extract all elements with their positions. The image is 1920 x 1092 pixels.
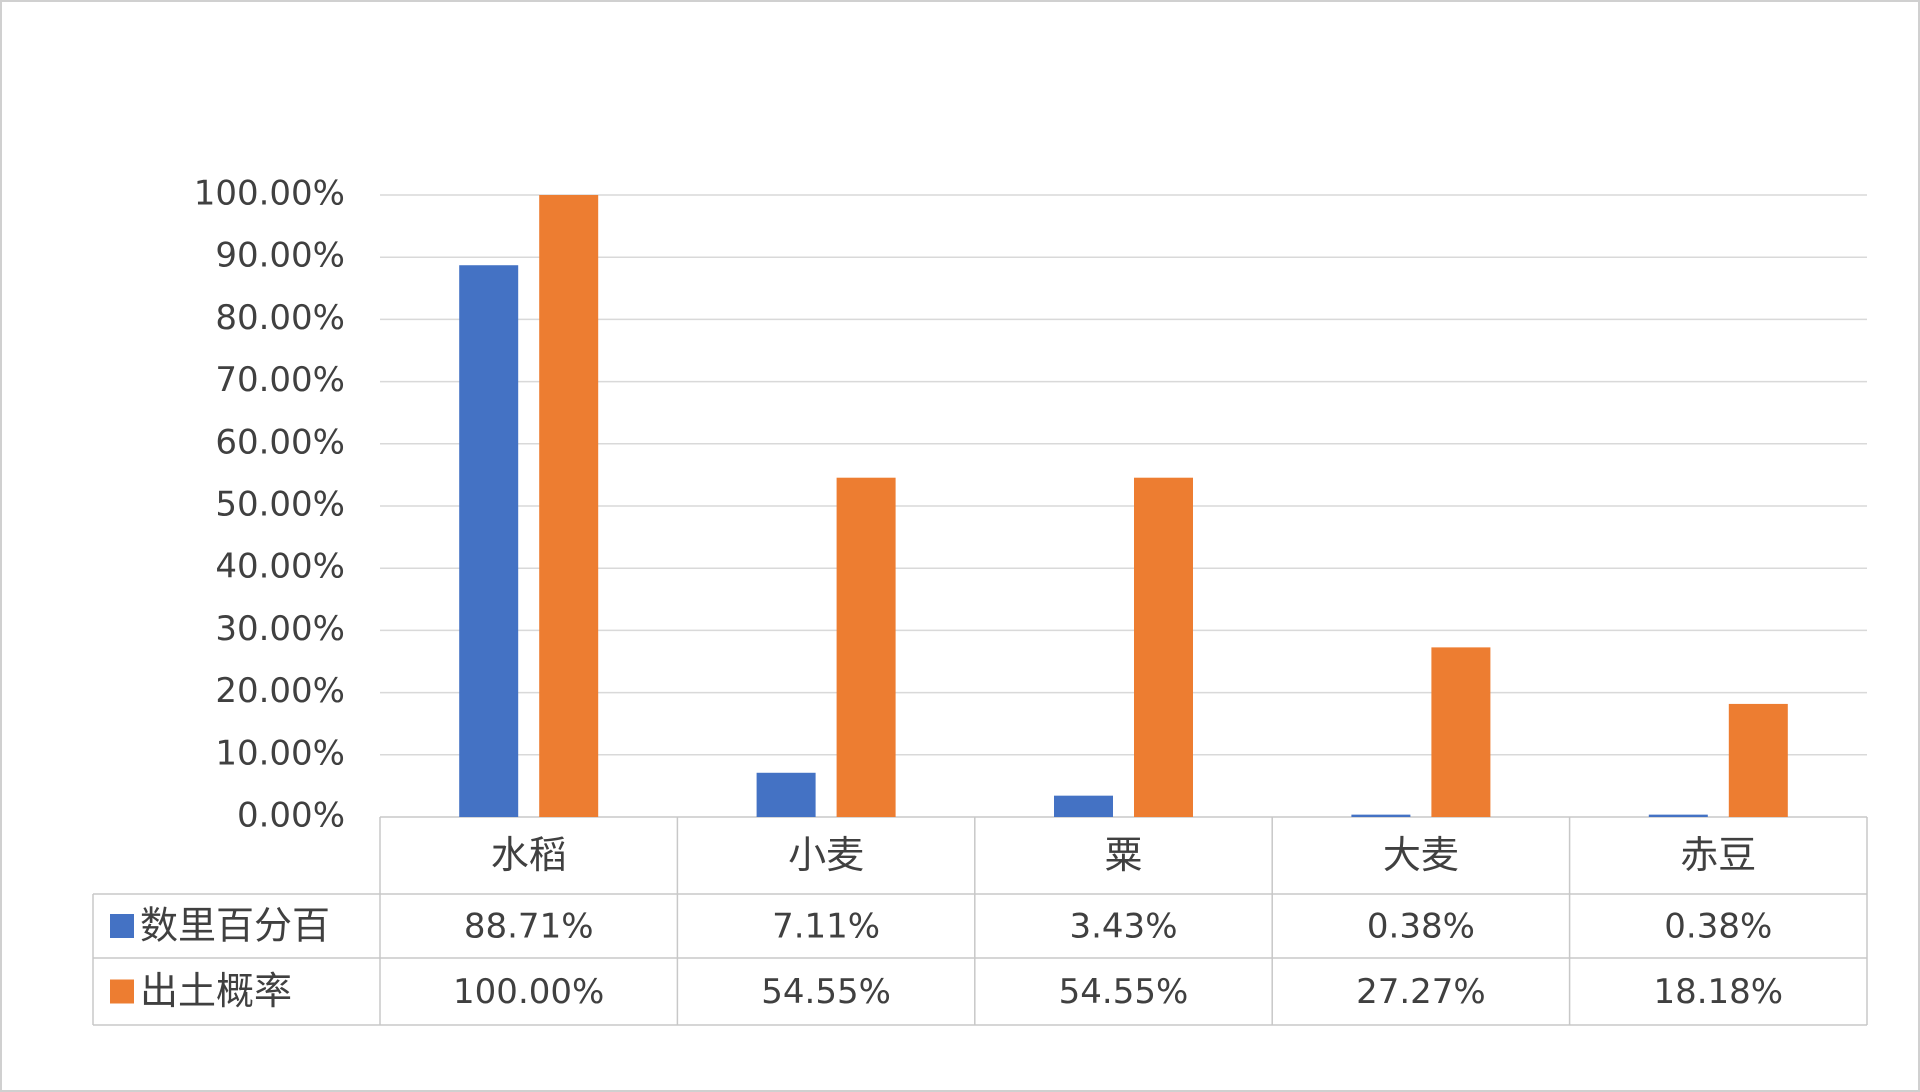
- bar: [459, 265, 519, 818]
- y-tick-label: 100.00%: [194, 174, 345, 214]
- y-tick-label: 90.00%: [215, 236, 345, 276]
- y-tick-label: 60.00%: [215, 422, 345, 462]
- legend-swatch: [110, 914, 134, 938]
- bar: [1728, 703, 1788, 817]
- table-value: 27.27%: [1356, 972, 1486, 1012]
- legend-label: 数里百分百: [140, 904, 330, 948]
- table-value: 0.38%: [1664, 907, 1772, 947]
- y-tick-label: 10.00%: [215, 733, 345, 773]
- bar: [836, 477, 896, 817]
- y-tick-label: 40.00%: [215, 547, 345, 587]
- table-value: 7.11%: [772, 907, 880, 947]
- y-tick-label: 50.00%: [215, 485, 345, 525]
- x-tick-label: 水稻: [491, 833, 567, 877]
- x-tick-label: 大麦: [1383, 833, 1459, 877]
- table-value: 54.55%: [761, 972, 891, 1012]
- legend-label: 出土概率: [140, 969, 292, 1013]
- table-value: 54.55%: [1059, 972, 1189, 1012]
- bar: [756, 772, 816, 817]
- bar: [1351, 814, 1411, 817]
- table-value: 100.00%: [453, 972, 604, 1012]
- x-tick-label: 赤豆: [1680, 833, 1756, 877]
- y-tick-label: 30.00%: [215, 609, 345, 649]
- table-value: 88.71%: [464, 907, 594, 947]
- legend-swatch: [110, 979, 134, 1004]
- y-tick-label: 80.00%: [215, 298, 345, 338]
- x-tick-label: 小麦: [788, 833, 864, 877]
- table-value: 18.18%: [1653, 972, 1783, 1012]
- y-tick-label: 70.00%: [215, 360, 345, 400]
- bar: [1431, 647, 1491, 817]
- bar: [1134, 477, 1193, 817]
- table-value: 3.43%: [1069, 907, 1177, 947]
- table-value: 0.38%: [1367, 907, 1475, 947]
- y-tick-label: 0.00%: [237, 796, 345, 836]
- bar: [1648, 814, 1708, 817]
- bar: [1054, 795, 1113, 817]
- x-tick-label: 粟: [1104, 833, 1142, 877]
- y-tick-label: 20.00%: [215, 671, 345, 711]
- bar: [539, 195, 599, 817]
